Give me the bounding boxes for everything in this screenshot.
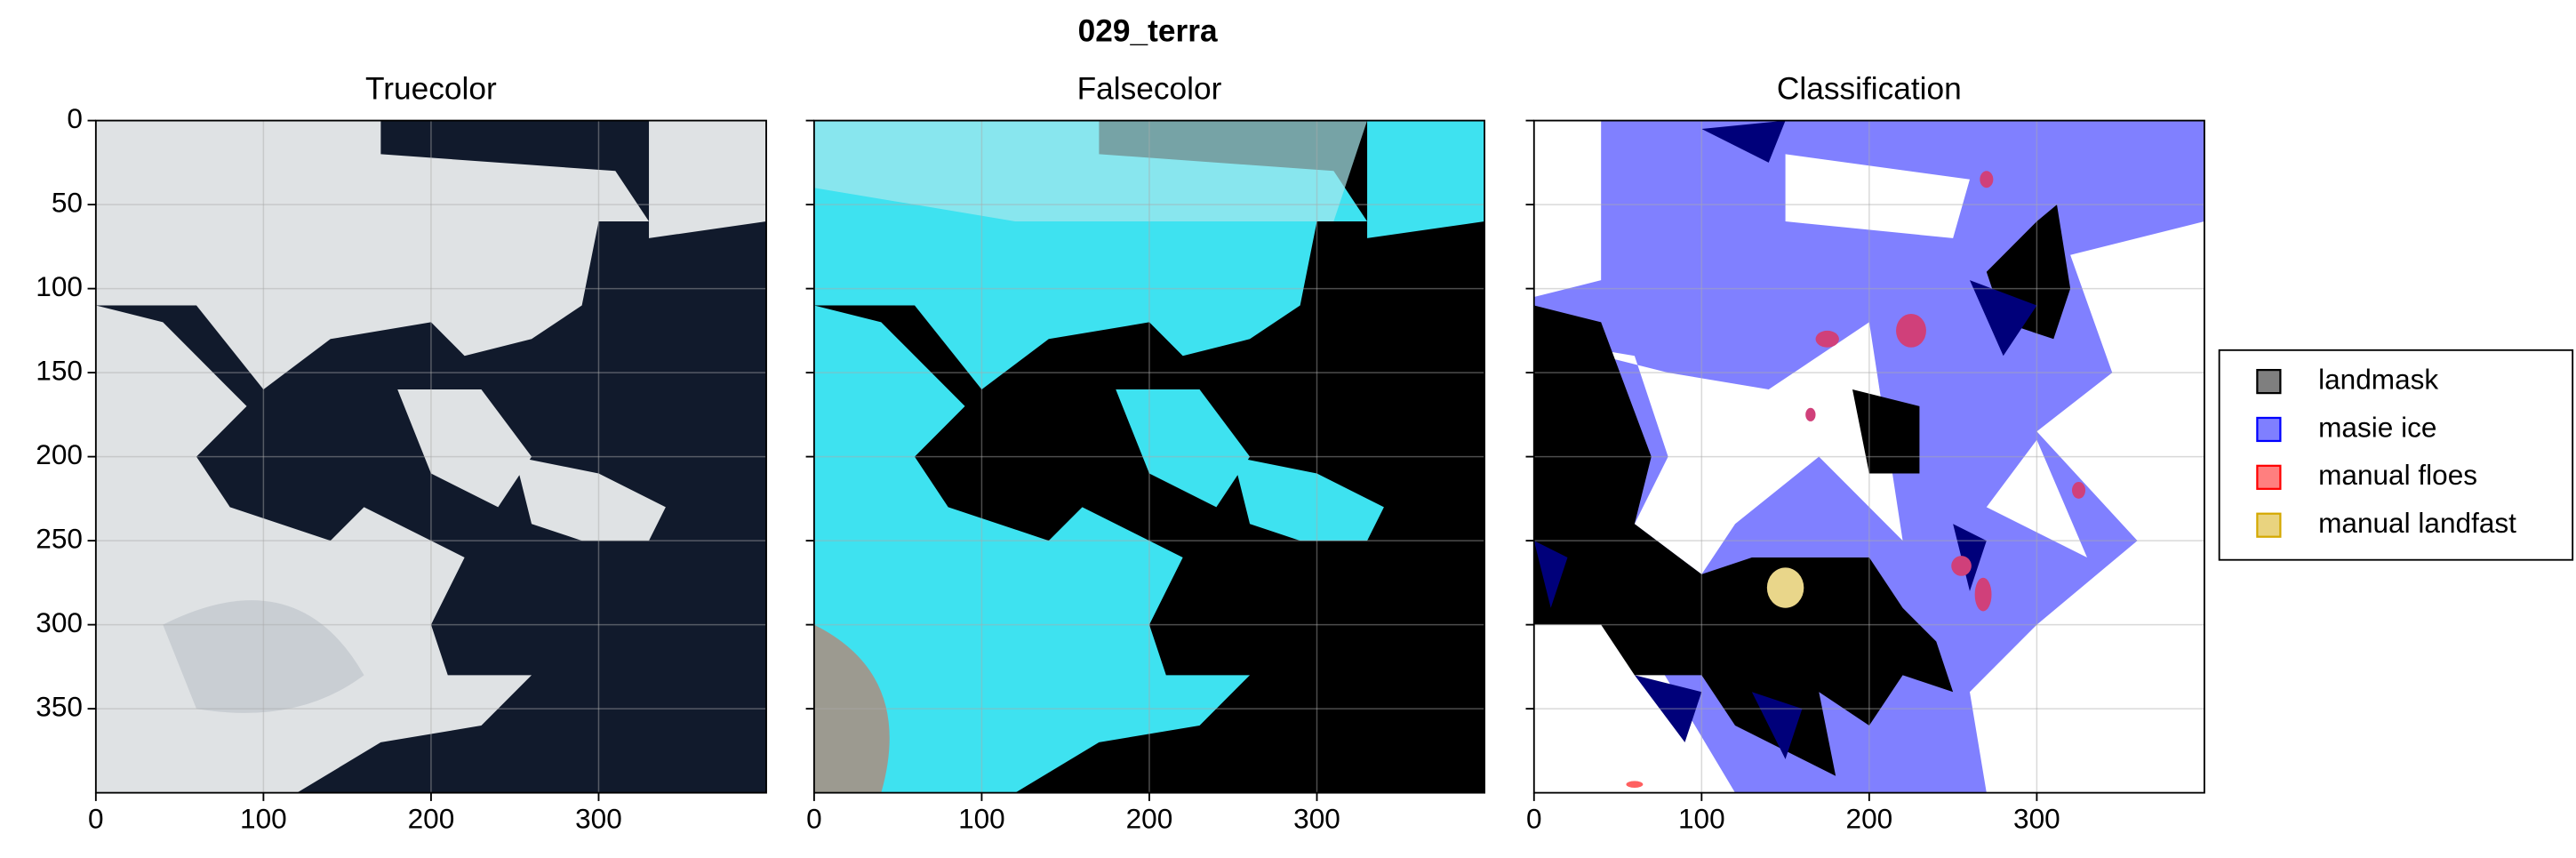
legend-label: landmask — [2318, 363, 2438, 395]
axes-frame — [812, 119, 1485, 794]
y-tick-label: 250 — [36, 522, 83, 554]
legend-label: masie ice — [2318, 411, 2436, 443]
legend-swatch — [2256, 512, 2282, 538]
truecolor-image — [95, 120, 767, 793]
legend-swatch — [2256, 368, 2282, 395]
y-tick-label: 150 — [36, 354, 83, 386]
x-tick-label: 0 — [1526, 803, 1542, 835]
classification-image — [1533, 120, 2204, 793]
x-tick-label: 200 — [1846, 803, 1893, 835]
x-tick-label: 200 — [408, 803, 455, 835]
panel-title: Classification — [1777, 71, 1962, 106]
x-tick-label: 0 — [806, 803, 822, 835]
y-tick-label: 50 — [52, 186, 83, 218]
falsecolor-image — [813, 120, 1485, 793]
legend-swatch — [2256, 416, 2282, 443]
x-tick-label: 300 — [575, 803, 622, 835]
y-tick-label: 350 — [36, 690, 83, 722]
x-tick-label: 0 — [88, 803, 104, 835]
panel-title: Falsecolor — [1077, 71, 1222, 106]
y-tick-label: 300 — [36, 606, 83, 638]
x-tick-label: 300 — [2013, 803, 2060, 835]
y-tick-label: 0 — [67, 102, 83, 134]
x-tick-label: 300 — [1293, 803, 1340, 835]
axes-frame — [1532, 119, 2205, 794]
x-tick-label: 100 — [240, 803, 287, 835]
legend-label: manual landfast — [2318, 507, 2516, 539]
legend-swatch — [2256, 464, 2282, 490]
y-tick-label: 100 — [36, 270, 83, 302]
x-tick-label: 200 — [1126, 803, 1173, 835]
x-tick-label: 100 — [958, 803, 1005, 835]
axes-frame — [94, 119, 767, 794]
x-tick-label: 100 — [1678, 803, 1725, 835]
panel-title: Truecolor — [365, 71, 497, 106]
y-tick-label: 200 — [36, 438, 83, 470]
figure-title: 029_terra — [1078, 13, 1218, 48]
legend-label: manual floes — [2318, 459, 2477, 491]
